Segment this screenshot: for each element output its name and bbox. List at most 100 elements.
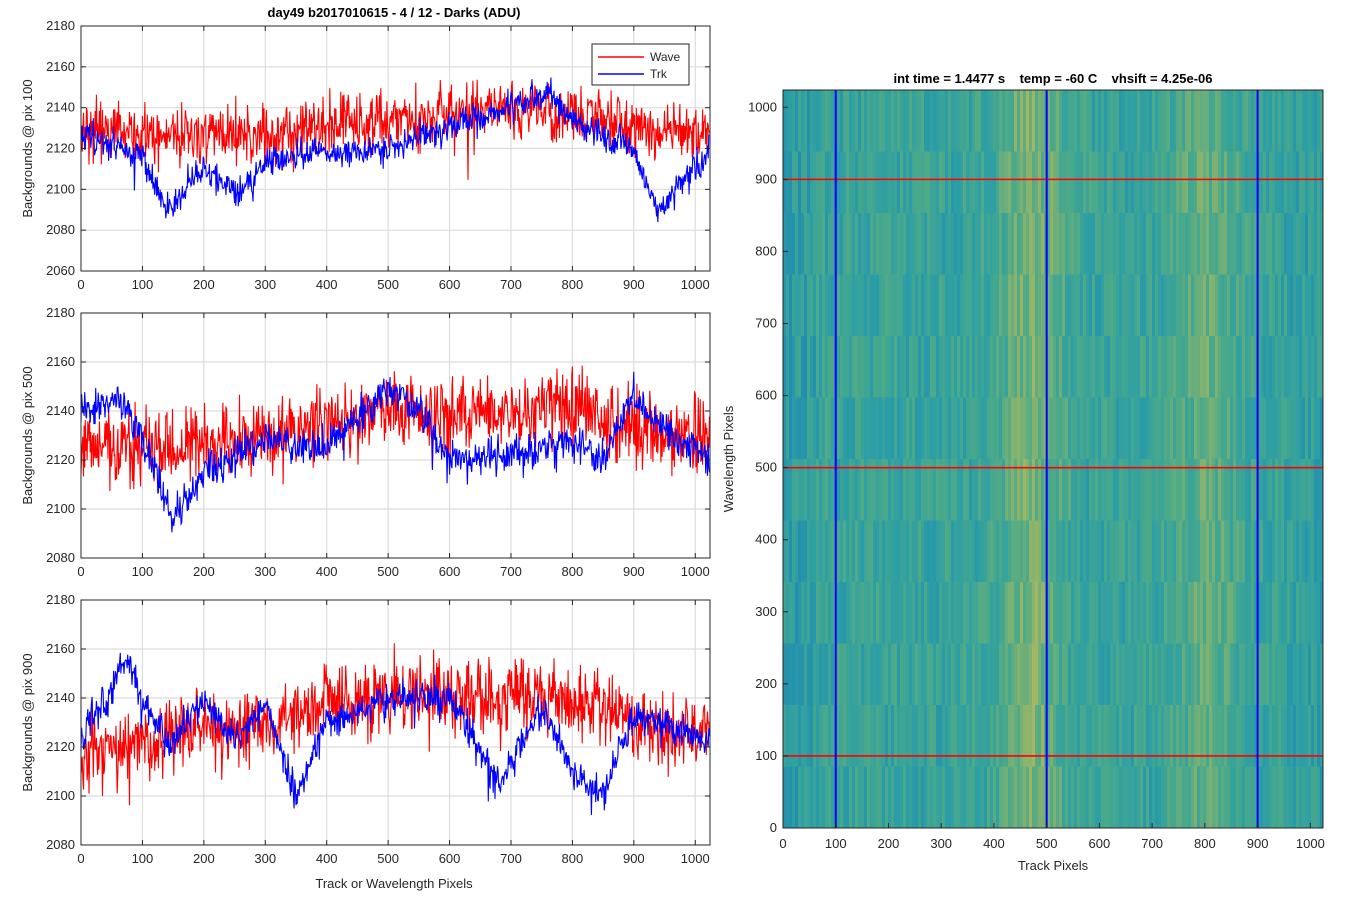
heatmap-cell [1146,582,1149,645]
heatmap-cell [1107,643,1110,706]
heatmap-cell [945,274,948,337]
heatmap-cell [1026,274,1029,337]
heatmap-cell [813,213,816,276]
heatmap-cell [822,459,825,522]
heatmap-cell [1194,520,1197,583]
heatmap-cell [1044,459,1047,522]
heatmap-cell [1131,766,1134,828]
heatmap-cell [1311,274,1314,337]
heatmap-cell [879,90,882,153]
y-axis-label: Backgrounds @ pix 500 [20,366,35,504]
heatmap-cell [954,705,957,768]
heatmap-cell [867,643,870,706]
heatmap-cell [1110,274,1113,337]
heatmap-cell [1233,397,1236,460]
heatmap-cell [1200,643,1203,706]
heatmap-cell [1005,459,1008,522]
heatmap-cell [1164,397,1167,460]
heatmap-cell [1149,582,1152,645]
heatmap-cell [1302,766,1305,828]
heatmap-cell [987,213,990,276]
heatmap-cell [1263,459,1266,522]
heatmap-cell [1050,336,1053,399]
heatmap-cell [1140,397,1143,460]
heatmap-cell [1038,459,1041,522]
heatmap-cell [978,766,981,828]
heatmap-cell [1245,459,1248,522]
heatmap-cell [1023,213,1026,276]
heatmap-cell [1287,274,1290,337]
heatmap-cell [822,643,825,706]
heatmap-cell [978,705,981,768]
heatmap-cell [906,705,909,768]
heatmap-cell [1161,766,1164,828]
heatmap-cell [978,213,981,276]
heatmap-cell [1146,151,1149,214]
heatmap-cell [813,397,816,460]
heatmap-cell [1068,520,1071,583]
heatmap-cell [906,766,909,828]
heatmap-cell [1230,459,1233,522]
heatmap-cell [1311,582,1314,645]
heatmap-cell [885,643,888,706]
heatmap-cell [1170,705,1173,768]
heatmap-cell [981,274,984,337]
heatmap-cell [1188,766,1191,828]
heatmap-cell [1248,766,1251,828]
heatmap-cell [1056,643,1059,706]
heatmap-cell [1314,274,1317,337]
heatmap-cell [1275,90,1278,153]
heatmap-cell [846,274,849,337]
heatmap-cell [993,274,996,337]
heatmap-cell [945,459,948,522]
heatmap-cell [795,151,798,214]
heatmap-cell [1101,90,1104,153]
heatmap-cell [1215,274,1218,337]
heatmap-cell [1086,643,1089,706]
heatmap-cell [810,336,813,399]
heatmap-cell [1056,705,1059,768]
heatmap-cell [1299,213,1302,276]
heatmap-cell [1212,705,1215,768]
heatmap-cell [1089,336,1092,399]
heatmap-cell [1203,459,1206,522]
heatmap-cell [849,520,852,583]
heatmap-cell [1308,213,1311,276]
heatmap-cell [819,397,822,460]
heatmap-cell [891,582,894,645]
heatmap-cell [1287,213,1290,276]
heatmap-cell [1122,274,1125,337]
heatmap-cell [1206,90,1209,153]
heatmap-cell [786,213,789,276]
heatmap-cell [936,643,939,706]
heatmap-cell [924,90,927,153]
heatmap-cell [930,151,933,214]
heatmap-cell [987,274,990,337]
heatmap-cell [819,336,822,399]
heatmap-cell [1095,582,1098,645]
heatmap-cell [786,643,789,706]
heatmap-cell [1218,643,1221,706]
x-tick-label: 100 [825,836,847,851]
heatmap-cell [1290,90,1293,153]
heatmap-cell [1227,213,1230,276]
heatmap-cell [1248,274,1251,337]
heatmap-cell [1002,766,1005,828]
heatmap-cell [1164,90,1167,153]
heatmap-cell [807,213,810,276]
heatmap-cell [1296,643,1299,706]
heatmap-cell [1296,274,1299,337]
heatmap-cell [900,766,903,828]
heatmap-cell [933,766,936,828]
heatmap-cell [1017,151,1020,214]
heatmap-cell [987,459,990,522]
heatmap-cell [1104,459,1107,522]
heatmap-cell [1032,766,1035,828]
heatmap-cell [1023,459,1026,522]
heatmap-cell [798,274,801,337]
heatmap-cell [1068,766,1071,828]
heatmap-cell [1113,705,1116,768]
heatmap-cell [1116,90,1119,153]
heatmap-cell [1200,582,1203,645]
